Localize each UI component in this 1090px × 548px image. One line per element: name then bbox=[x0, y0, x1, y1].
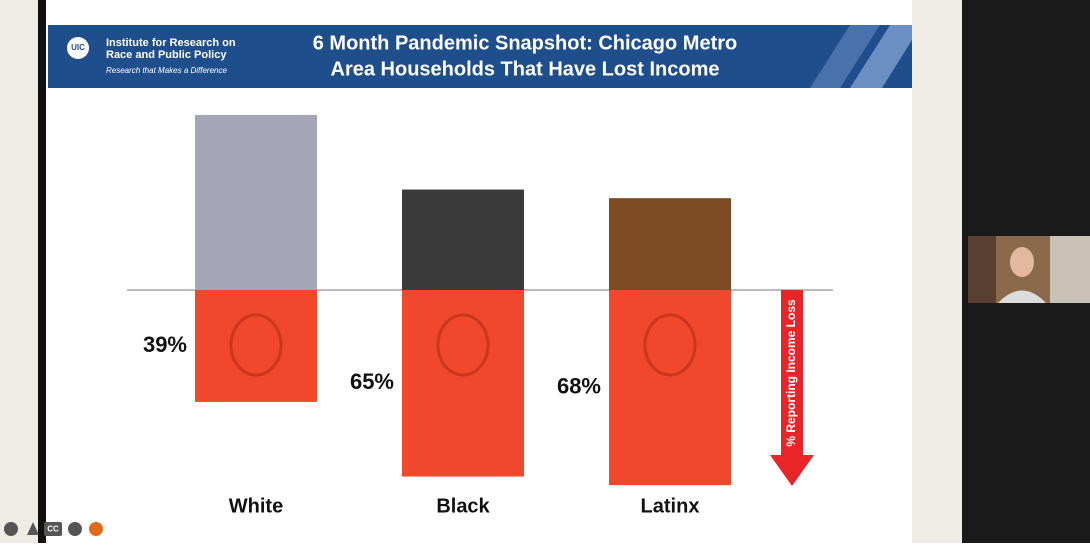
chart-title: Area Households That Have Lost Income bbox=[331, 58, 720, 80]
value-label: 68% bbox=[557, 373, 601, 398]
category-label: Latinx bbox=[641, 495, 700, 517]
value-label: 65% bbox=[350, 369, 394, 394]
tagline: Research that Makes a Difference bbox=[106, 66, 227, 75]
more-button[interactable] bbox=[68, 522, 82, 536]
bill-portrait bbox=[643, 313, 697, 377]
cc-button[interactable] bbox=[44, 522, 62, 536]
bill-top bbox=[402, 189, 524, 290]
cc-label: CC bbox=[47, 525, 59, 534]
category-label: Black bbox=[436, 495, 490, 517]
axis-label: % Reporting Income Loss bbox=[784, 299, 798, 447]
value-label: 39% bbox=[143, 332, 187, 357]
video-thumbnail bbox=[968, 236, 1090, 303]
divider bbox=[38, 0, 46, 543]
org-name: Race and Public Policy bbox=[106, 49, 227, 61]
bar bbox=[402, 290, 524, 477]
toolbar: CC bbox=[4, 522, 103, 536]
banner: UIC Institute for Research on Race and P… bbox=[48, 25, 912, 88]
axis-arrow bbox=[770, 290, 814, 486]
bar bbox=[609, 290, 731, 486]
bill-portrait bbox=[436, 313, 490, 377]
bill-top bbox=[195, 114, 317, 291]
forward-button[interactable] bbox=[89, 522, 103, 536]
chart-title: 6 Month Pandemic Snapshot: Chicago Metro bbox=[313, 32, 737, 54]
pointer-button[interactable] bbox=[27, 522, 39, 535]
back-button[interactable] bbox=[4, 522, 18, 536]
logo: UIC bbox=[71, 43, 85, 52]
bill-top bbox=[609, 198, 731, 290]
bar bbox=[195, 290, 317, 402]
org-name: Institute for Research on bbox=[106, 37, 236, 49]
bill-portrait bbox=[229, 313, 283, 377]
category-label: White bbox=[229, 495, 283, 517]
